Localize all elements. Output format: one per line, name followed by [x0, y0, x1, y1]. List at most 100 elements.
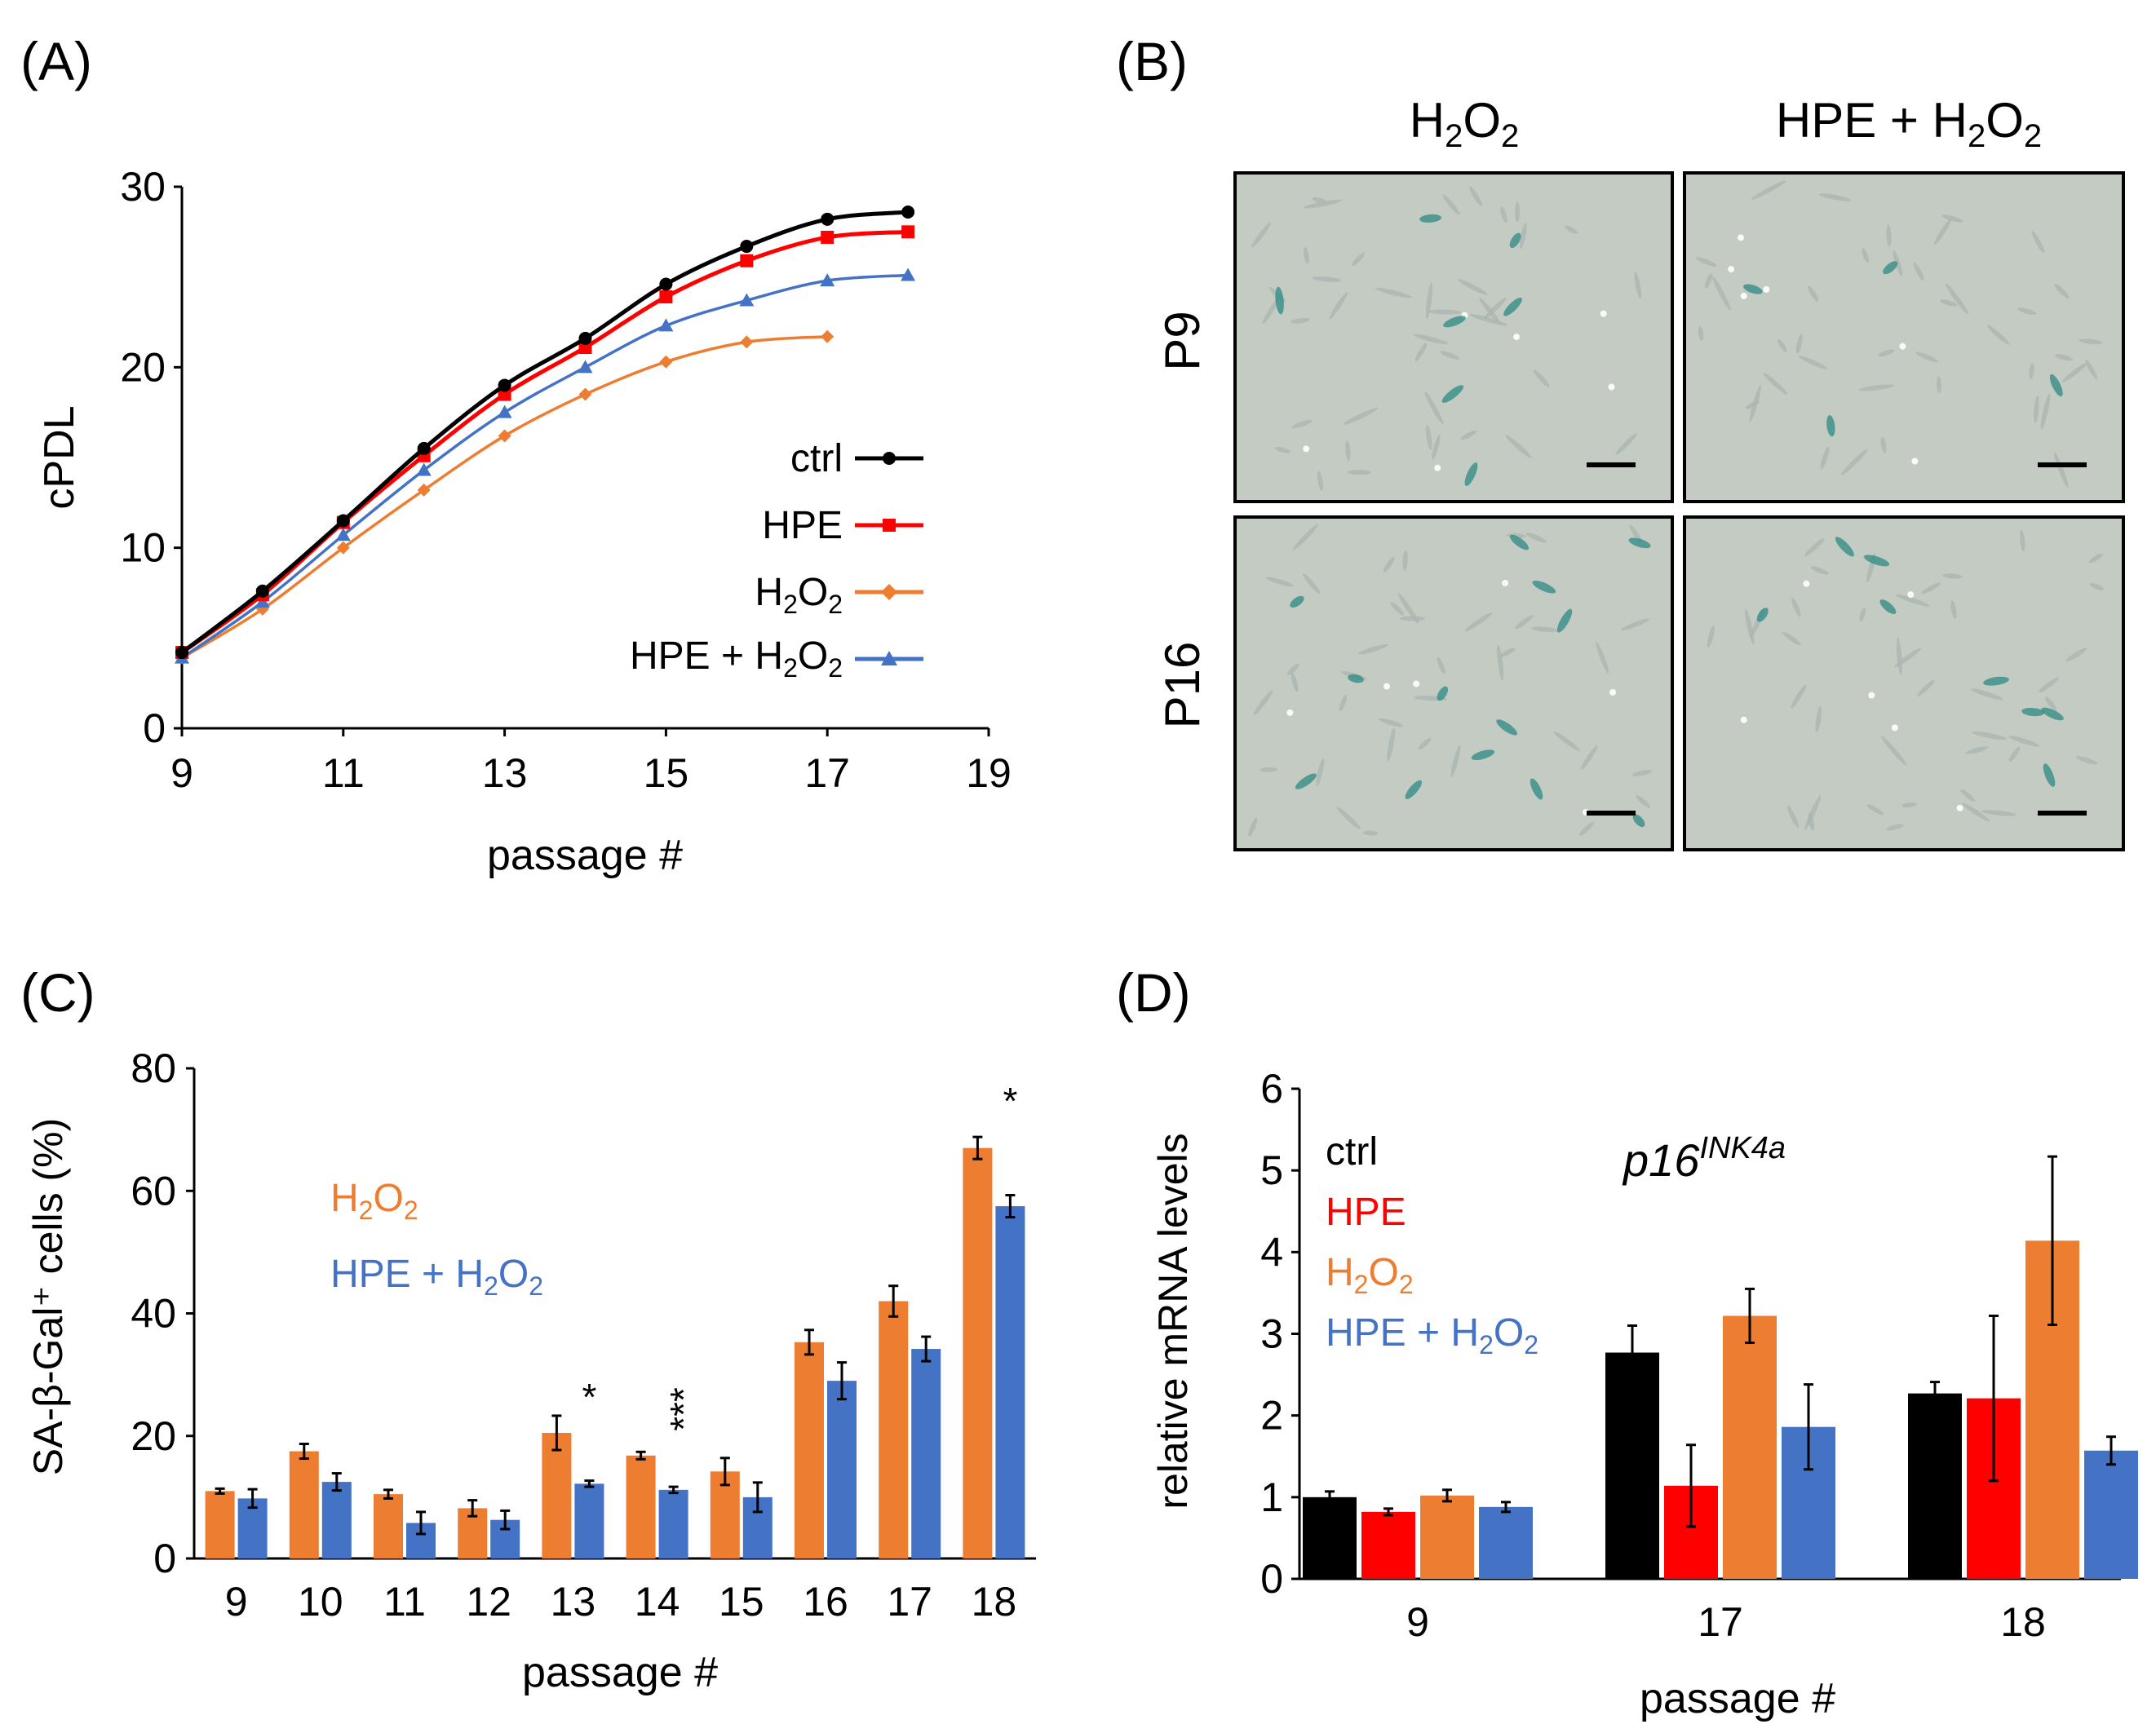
cell	[1941, 214, 1963, 223]
cell	[1886, 824, 1904, 831]
micrograph-frame	[1683, 171, 2125, 503]
cell	[1497, 644, 1504, 681]
speck	[1738, 234, 1745, 241]
cell	[1336, 807, 1361, 829]
cell	[1437, 657, 1445, 674]
panel-c-bars: 9 10 11 12 13 14 15 16 17 18* ****	[205, 1080, 1025, 1625]
x-tick-label: 18	[2000, 1599, 2046, 1645]
bar	[658, 1489, 688, 1558]
cell	[1695, 257, 1717, 267]
x-tick-label: 14	[635, 1579, 680, 1625]
micrograph-frame	[1233, 171, 1674, 503]
cell	[1946, 283, 1968, 315]
data-point	[416, 462, 432, 476]
stained-cell	[1983, 676, 2009, 686]
y-tick-label: 5	[1260, 1147, 1283, 1193]
stained-cell	[1437, 686, 1449, 701]
cell	[1525, 533, 1547, 543]
panel-d-legend-hpe: HPE	[1326, 1191, 1406, 1234]
speck	[1763, 285, 1770, 293]
data-point	[901, 225, 915, 239]
cell	[1615, 432, 1637, 455]
cell	[1531, 626, 1558, 633]
cell	[1895, 594, 1930, 607]
x-tick-label: 9	[170, 750, 193, 796]
cell	[2054, 283, 2070, 299]
x-tick-label: 15	[644, 750, 689, 796]
x-tick-label: 11	[322, 750, 365, 796]
stained-cell	[1441, 385, 1464, 403]
cell	[1634, 272, 1642, 299]
cell	[1705, 273, 1713, 289]
micrograph-background	[1235, 173, 1672, 502]
bar	[542, 1432, 572, 1558]
cell	[1965, 746, 1989, 754]
data-point	[740, 254, 754, 267]
significance-marker: *	[1003, 1080, 1017, 1122]
data-point	[417, 441, 431, 455]
panel-d-y-ticks: 0 1 2 3 4 5 6	[1260, 1066, 1299, 1602]
cell	[1399, 616, 1425, 621]
micrograph-2	[1683, 171, 2125, 503]
y-tick-label: 3	[1260, 1311, 1283, 1357]
panel-a-y-ticks: 0 10 20 30	[120, 164, 182, 751]
cell	[1414, 343, 1428, 362]
stained-cell	[1632, 814, 1645, 828]
panel-a-x-label: passage #	[487, 832, 683, 879]
stained-cell	[1348, 674, 1364, 683]
x-tick-label: 17	[804, 750, 850, 796]
panel-a: (A) 0 10 20 30 9 11 13 15 17 19 cPDL passage # c…	[20, 31, 1012, 879]
cell	[1265, 577, 1295, 587]
legend-hpe-h2o2-marker	[881, 651, 897, 665]
data-point	[175, 646, 188, 660]
cell	[1515, 201, 1521, 223]
data-point	[901, 267, 916, 281]
cell	[2089, 582, 2104, 590]
speck	[1956, 804, 1963, 811]
y-tick-label: 60	[131, 1168, 176, 1214]
bar	[1361, 1511, 1415, 1579]
speck	[1513, 334, 1521, 341]
bar	[995, 1206, 1025, 1558]
cell	[1933, 218, 1952, 245]
cell	[1442, 194, 1460, 215]
cell	[1390, 602, 1405, 616]
legend-hpe-marker	[883, 519, 896, 532]
cell	[1981, 810, 2017, 816]
cell	[1533, 369, 1550, 387]
cell	[2053, 452, 2069, 488]
cell	[1312, 276, 1342, 282]
panel-c-legend: H2O2 HPE + H2O2	[330, 1177, 543, 1301]
speck	[1868, 692, 1875, 699]
cell	[1450, 745, 1461, 778]
cell	[1458, 279, 1488, 295]
stained-cell	[1295, 773, 1317, 789]
bar	[626, 1455, 656, 1558]
cell	[1520, 223, 1527, 250]
panel-d-legend: ctrl HPE H2O2 HPE + H2O2	[1326, 1130, 1538, 1359]
panel-d-legend-ctrl: ctrl	[1326, 1130, 1378, 1174]
cell	[2040, 393, 2051, 430]
cell	[1787, 806, 1800, 829]
cell	[2031, 231, 2045, 254]
cell	[1304, 199, 1342, 209]
legend-hpe-label: HPE	[762, 504, 843, 547]
bar	[963, 1147, 993, 1558]
cell	[1631, 769, 1653, 776]
cell	[1791, 597, 1801, 617]
cell	[1901, 802, 1917, 808]
y-tick-label: 4	[1260, 1229, 1283, 1275]
panel-c-x-label: passage #	[522, 1649, 718, 1696]
data-point	[821, 230, 835, 244]
micrograph-3	[1233, 515, 1674, 851]
cell	[1986, 325, 2010, 346]
data-point	[417, 483, 431, 497]
cell	[1397, 592, 1419, 624]
bar	[1479, 1506, 1533, 1579]
x-tick-label: 19	[966, 750, 1012, 796]
cell	[1357, 643, 1389, 655]
stained-cell	[1628, 537, 1651, 549]
panel-d-legend-h2o2: H2O2	[1326, 1251, 1414, 1299]
panel-c-y-label: SA-β-Gal⁺ cells (%)	[25, 1118, 71, 1476]
